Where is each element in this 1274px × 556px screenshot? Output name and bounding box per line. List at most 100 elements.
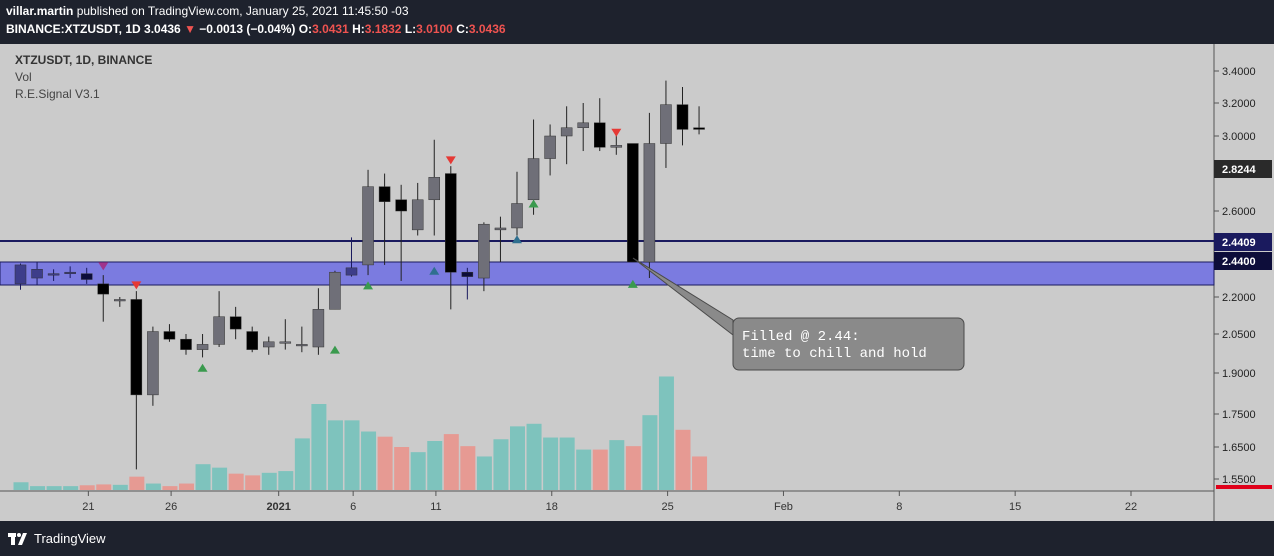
legend-indicator: R.E.Signal V3.1 xyxy=(15,87,100,101)
time-tick-label: 18 xyxy=(546,501,558,513)
candle-body xyxy=(461,271,474,277)
candle-body xyxy=(378,186,391,202)
callout-line-1: Filled @ 2.44: xyxy=(742,329,860,345)
volume-bar xyxy=(576,449,592,490)
volume-bar xyxy=(658,376,674,490)
candle-body xyxy=(130,299,143,396)
candle-body xyxy=(296,344,308,347)
volume-bars xyxy=(13,376,708,490)
volume-bar xyxy=(559,437,575,490)
volume-axis-marker xyxy=(1216,485,1272,489)
volume-bar xyxy=(13,482,29,490)
price-label-badge xyxy=(1214,233,1272,251)
price-tick-label: 2.0500 xyxy=(1222,329,1256,341)
volume-bar xyxy=(592,449,608,490)
ohlc-line: BINANCE:XTZUSDT, 1D 3.0436 ▼ −0.0013 (−0… xyxy=(6,22,506,36)
price-tick-label: 1.9000 xyxy=(1222,368,1256,380)
price-tick-label: 3.4000 xyxy=(1222,66,1256,78)
legend-title: XTZUSDT, 1D, BINANCE xyxy=(15,53,152,67)
open-value: 3.0431 xyxy=(312,22,349,36)
time-tick-label: Feb xyxy=(774,501,793,513)
time-tick-label: 21 xyxy=(82,501,94,513)
signal-markers xyxy=(98,128,638,372)
candle-body xyxy=(494,227,507,231)
candle-body xyxy=(527,158,540,201)
price-tick-label: 3.0000 xyxy=(1222,131,1256,143)
tradingview-logo-icon xyxy=(8,533,27,545)
time-axis[interactable] xyxy=(0,491,1274,521)
volume-bar xyxy=(526,423,542,490)
price-chart[interactable]: 3.4000 3.2000 3.0000 2.6000 2.2000 2.0500 1.90… xyxy=(0,0,1274,521)
price-label-badge xyxy=(1214,252,1272,270)
volume-bar xyxy=(510,426,525,490)
candle-body xyxy=(544,135,556,159)
legend-vol: Vol xyxy=(15,70,32,84)
volume-bar xyxy=(609,440,625,490)
candle-body xyxy=(577,122,589,129)
volume-bar xyxy=(410,452,426,490)
callout-box xyxy=(732,317,965,371)
candle-body xyxy=(263,341,275,348)
chart-header: villar.martin published on TradingView.c… xyxy=(0,0,1274,44)
author-name[interactable]: villar.martin xyxy=(6,4,74,18)
close-value: 3.0436 xyxy=(468,22,506,36)
buy-signal-icon xyxy=(512,235,522,244)
time-tick-label: 11 xyxy=(430,501,441,513)
callout[interactable]: Filled @ 2.44: time to chill and hold xyxy=(632,257,965,371)
candle-body xyxy=(660,104,672,144)
candle-body xyxy=(80,273,93,280)
support-zone-rect xyxy=(0,261,1215,286)
price-label-text: 2.4409 xyxy=(1222,237,1256,249)
candle-body xyxy=(279,341,292,344)
volume-bar xyxy=(245,475,261,490)
low-value: 3.0100 xyxy=(416,22,453,36)
price-label-text: 2.4400 xyxy=(1222,256,1256,268)
high-value: 3.1832 xyxy=(364,22,402,36)
volume-bar xyxy=(112,484,128,490)
volume-bar xyxy=(162,486,178,490)
volume-bar xyxy=(195,464,211,490)
high-label: H: xyxy=(352,22,365,36)
time-tick-label: 15 xyxy=(1009,501,1021,513)
buy-signal-icon xyxy=(197,363,208,372)
candle-body xyxy=(428,177,440,201)
price-label-text: 2.8244 xyxy=(1222,164,1257,176)
close-label: C: xyxy=(456,22,469,36)
candle-body xyxy=(445,173,457,273)
candle-body xyxy=(478,223,490,279)
volume-bar xyxy=(179,483,194,490)
volume-bar xyxy=(344,420,360,490)
sell-signal-icon xyxy=(611,128,622,137)
time-tick-label: 25 xyxy=(661,501,673,513)
buy-signal-icon xyxy=(329,345,340,354)
buy-signal-icon xyxy=(627,279,638,288)
candle-body xyxy=(362,186,374,266)
candle-body xyxy=(560,127,573,137)
volume-bar xyxy=(493,439,509,490)
buy-signal-icon xyxy=(429,266,440,275)
low-label: L: xyxy=(404,22,417,36)
candle-body xyxy=(511,203,523,229)
candle-body xyxy=(64,271,76,274)
volume-bar xyxy=(476,456,492,490)
volume-bar xyxy=(129,476,145,490)
volume-bar xyxy=(30,486,46,490)
candle-body xyxy=(627,143,639,263)
candle-body xyxy=(97,283,109,295)
candle-body xyxy=(196,344,209,350)
volume-bar xyxy=(427,440,443,490)
candle-body xyxy=(345,267,358,276)
volume-bar xyxy=(443,434,459,490)
publish-line: villar.martin published on TradingView.c… xyxy=(6,4,409,18)
volume-bar xyxy=(692,456,708,490)
sell-signal-icon xyxy=(98,262,109,271)
candle-body xyxy=(229,316,242,330)
footer-brand[interactable]: TradingView xyxy=(34,531,106,546)
price-labels: 2.8244 2.4409 2.4400 xyxy=(1214,160,1272,270)
candle-body xyxy=(312,309,325,348)
symbol-name: BINANCE:XTZUSDT, 1D xyxy=(6,22,141,36)
volume-bar xyxy=(96,484,112,490)
candle-body xyxy=(14,264,27,285)
candle-body xyxy=(246,331,258,350)
volume-bar xyxy=(394,447,410,490)
